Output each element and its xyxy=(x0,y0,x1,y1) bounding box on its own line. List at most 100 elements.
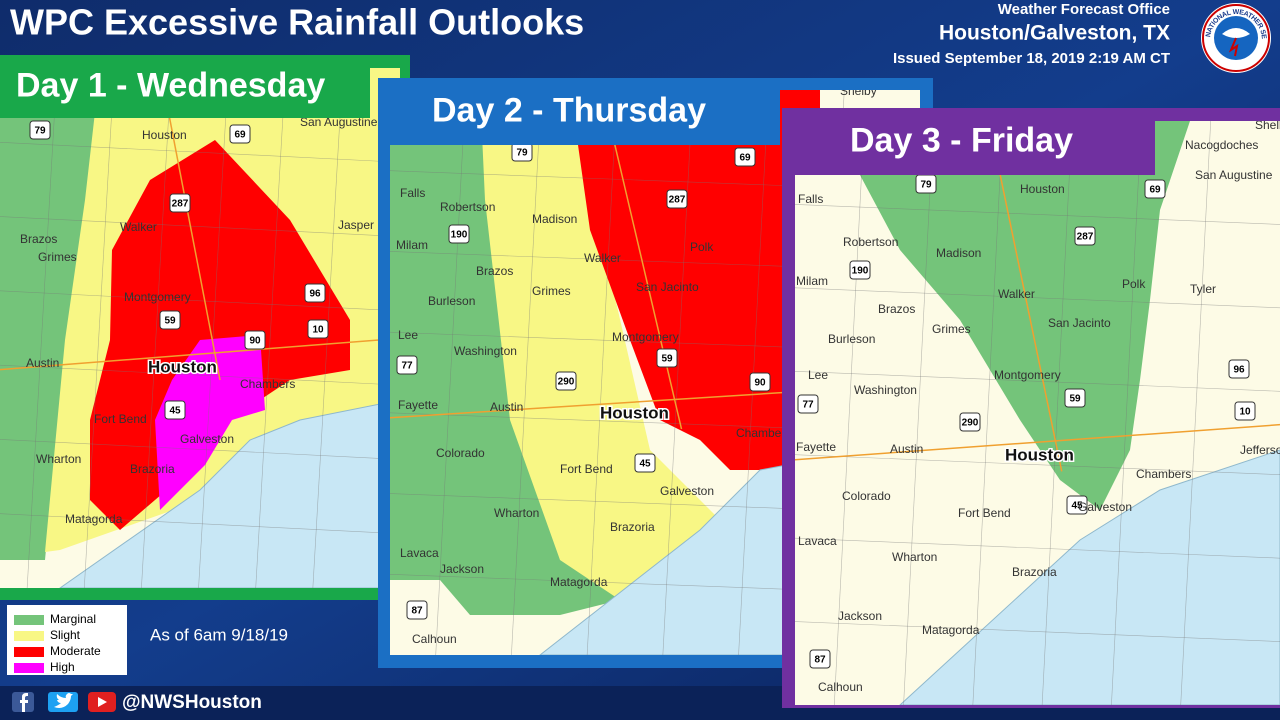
panel-title: Day 1 - Wednesday xyxy=(16,66,325,104)
highway-number: 59 xyxy=(661,354,673,365)
county-label: Matagorda xyxy=(922,623,980,637)
county-label: Lavaca xyxy=(400,546,439,560)
county-label: Brazoria xyxy=(1012,565,1057,579)
highway-shield xyxy=(164,400,186,420)
county-label: Calhoun xyxy=(818,680,863,694)
legend-swatch xyxy=(14,631,44,641)
title: WPC Excessive Rainfall Outlooks xyxy=(10,2,584,43)
county-line xyxy=(198,68,229,588)
county-label: Lee xyxy=(398,328,418,342)
legend-swatch xyxy=(14,615,44,625)
county-line xyxy=(795,454,1280,476)
region xyxy=(860,121,1190,510)
county-label: Calhoun xyxy=(412,632,457,646)
county-label: Galveston xyxy=(1078,500,1132,514)
panel-title: Day 3 - Friday xyxy=(850,121,1073,159)
city-label: Houston xyxy=(148,357,217,376)
county-label: Austin xyxy=(890,442,923,456)
county-line xyxy=(795,537,1280,559)
highway-number: 87 xyxy=(411,606,423,617)
county-label: Robertson xyxy=(843,235,898,249)
county-label: Washington xyxy=(854,383,917,397)
highway-shield xyxy=(406,600,428,620)
county-line xyxy=(26,68,58,588)
highway-number: 69 xyxy=(1149,185,1161,196)
county-line xyxy=(1180,121,1212,705)
highway-number: 96 xyxy=(309,289,321,300)
highway-number: 45 xyxy=(1071,501,1083,512)
highway-shield xyxy=(1228,359,1250,379)
county-label: Jasper xyxy=(338,218,374,232)
county-line xyxy=(833,121,865,705)
office-label: Weather Forecast Office xyxy=(998,1,1170,18)
county-label: Montgomery xyxy=(612,330,679,344)
highway-number: 90 xyxy=(754,378,766,389)
county-label: Grimes xyxy=(38,250,77,264)
as-of: As of 6am 9/18/19 xyxy=(150,625,288,644)
county-label: Colorado xyxy=(842,489,891,503)
county-label: Washington xyxy=(454,344,517,358)
county-label: Fort Bend xyxy=(94,412,147,426)
highway-number: 290 xyxy=(962,418,979,429)
panel: 79 69 287 190 77 290 59 96 10 45 87 Shelby Nacogdoch… xyxy=(782,108,1280,708)
county-label: Burleson xyxy=(428,294,475,308)
county-label: Jefferson xyxy=(1240,443,1280,457)
road xyxy=(159,68,221,381)
county-label: Walker xyxy=(998,287,1035,301)
highway-number: 10 xyxy=(1239,407,1251,418)
county-line xyxy=(435,90,467,655)
highway-shield xyxy=(169,193,191,213)
county-line xyxy=(972,121,1004,705)
handle: @NWSHouston xyxy=(122,692,262,713)
map: 79 69 287 59 90 96 10 45 Houston San Augustine Wal… xyxy=(0,68,400,588)
county-label: Burleson xyxy=(828,332,875,346)
highway-shield xyxy=(1234,401,1256,421)
county-line xyxy=(0,513,400,535)
highway-shield xyxy=(734,147,756,167)
highway-number: 96 xyxy=(1233,365,1245,376)
highway-shield xyxy=(29,120,51,140)
county-line xyxy=(586,90,618,655)
county-label: Brazos xyxy=(20,232,57,246)
highway-number: 79 xyxy=(920,180,932,191)
highway-number: 10 xyxy=(312,325,324,336)
region xyxy=(480,90,780,600)
legend-label: Marginal xyxy=(50,612,96,626)
county-label: Grimes xyxy=(932,322,971,336)
highway-shield xyxy=(1064,388,1086,408)
issued: Issued September 18, 2019 2:19 AM CT xyxy=(893,50,1170,67)
county-line xyxy=(795,621,1280,642)
county-line xyxy=(83,68,115,588)
office: Houston/Galveston, TX xyxy=(939,22,1170,45)
highway-number: 190 xyxy=(451,230,468,241)
county-label: Chambers xyxy=(240,377,295,391)
county-label: Milam xyxy=(796,274,828,288)
county-label: Falls xyxy=(400,186,425,200)
highway-shield xyxy=(307,319,329,339)
highway-shield xyxy=(959,412,981,432)
county-label: Chambers xyxy=(1136,467,1191,481)
highway-shield xyxy=(634,453,656,473)
highway-shield xyxy=(229,124,251,144)
highway-number: 90 xyxy=(249,336,261,347)
legend-swatch xyxy=(14,647,44,657)
road xyxy=(795,423,1280,461)
county-label: Milam xyxy=(396,238,428,252)
county-line xyxy=(255,68,287,588)
county-label: Jackson xyxy=(440,562,484,576)
highway-shield xyxy=(809,649,831,669)
county-label: Shelby xyxy=(840,84,877,98)
highway-number: 69 xyxy=(739,153,751,164)
county-label: Montgomery xyxy=(124,290,191,304)
county-label: Fayette xyxy=(796,440,836,454)
county-label: Walker xyxy=(584,251,621,265)
road xyxy=(0,337,400,371)
highway-number: 287 xyxy=(172,199,189,210)
county-label: Polk xyxy=(1122,277,1146,291)
county-label: Wharton xyxy=(892,550,937,564)
county-line xyxy=(795,204,1280,225)
highway-number: 190 xyxy=(852,266,869,277)
county-line xyxy=(1111,121,1142,705)
county-label: Houston xyxy=(1020,182,1065,196)
facebook-glyph xyxy=(20,693,28,712)
